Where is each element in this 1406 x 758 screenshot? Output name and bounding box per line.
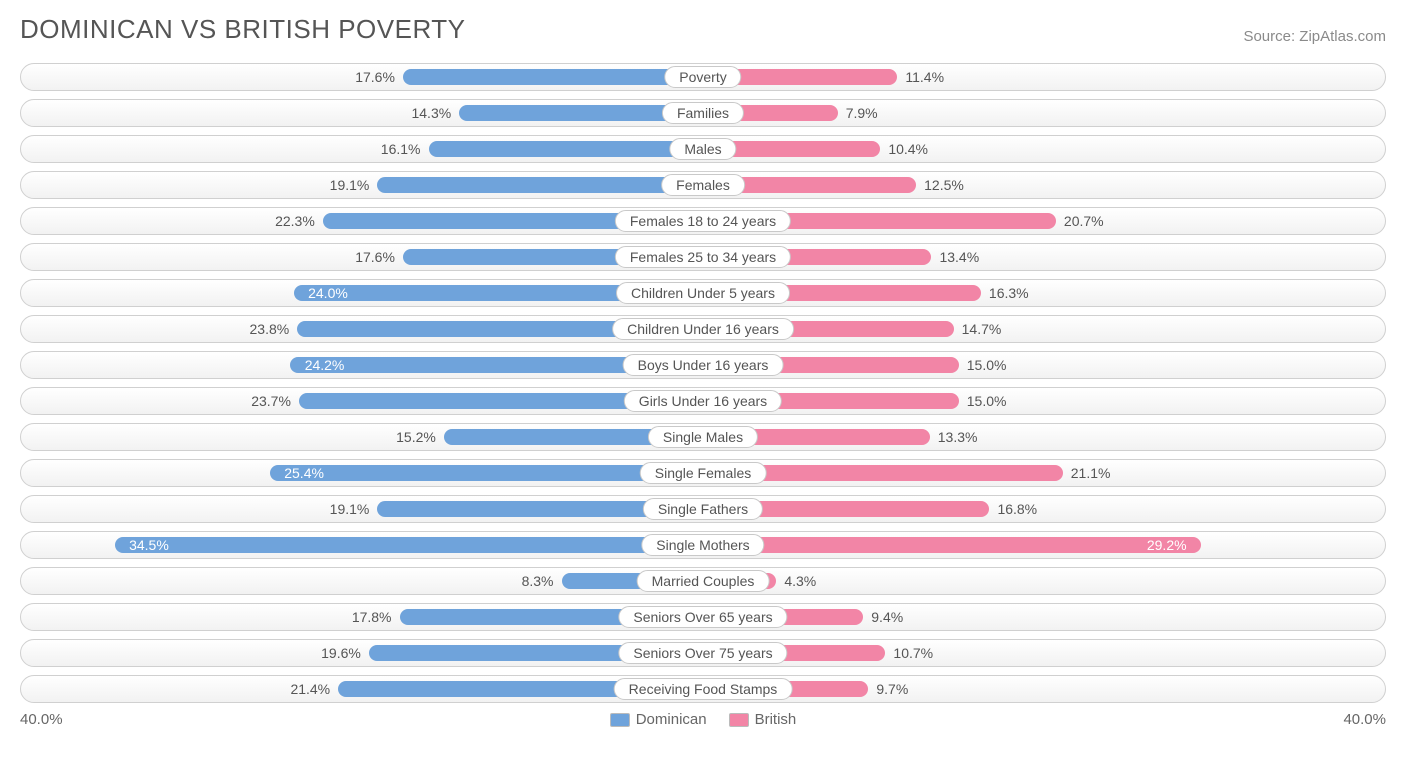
source-attribution: Source: ZipAtlas.com — [1243, 28, 1386, 45]
value-label-left: 19.1% — [330, 177, 370, 193]
value-label-left: 24.0% — [308, 285, 348, 301]
value-label-left: 17.8% — [352, 609, 392, 625]
legend-swatch-left — [610, 713, 630, 727]
category-badge: Females — [661, 174, 745, 196]
axis-right-max: 40.0% — [1343, 711, 1386, 728]
chart-row: 21.4% 9.7% Receiving Food Stamps — [20, 675, 1386, 703]
category-badge: Children Under 16 years — [612, 318, 794, 340]
category-badge: Males — [669, 138, 736, 160]
chart-row: 23.8% 14.7% Children Under 16 years — [20, 315, 1386, 343]
category-badge: Married Couples — [637, 570, 770, 592]
category-badge: Single Mothers — [641, 534, 764, 556]
chart-row: 19.1% 12.5% Females — [20, 171, 1386, 199]
category-badge: Single Females — [640, 462, 767, 484]
value-label-left: 8.3% — [522, 573, 554, 589]
chart-row: 16.1% 10.4% Males — [20, 135, 1386, 163]
category-badge: Single Fathers — [643, 498, 763, 520]
header: DOMINICAN VS BRITISH POVERTY Source: Zip… — [20, 14, 1386, 45]
value-label-right: 13.3% — [938, 429, 978, 445]
value-label-left: 17.6% — [355, 249, 395, 265]
legend-item-right: British — [729, 711, 797, 728]
value-label-right: 10.7% — [893, 645, 933, 661]
category-badge: Boys Under 16 years — [623, 354, 784, 376]
value-label-left: 34.5% — [129, 537, 169, 553]
value-label-left: 15.2% — [396, 429, 436, 445]
legend: Dominican British — [610, 711, 797, 728]
chart-row: 25.4% 21.1% Single Females — [20, 459, 1386, 487]
category-badge: Poverty — [664, 66, 741, 88]
category-badge: Seniors Over 65 years — [618, 606, 787, 628]
chart-area: 17.6%11.4%Poverty14.3%7.9%Families16.1%1… — [20, 63, 1386, 703]
value-label-right: 15.0% — [967, 393, 1007, 409]
axis-legend-row: 40.0% Dominican British 40.0% — [20, 711, 1386, 728]
chart-row: 17.6% 13.4% Females 25 to 34 years — [20, 243, 1386, 271]
value-label-left: 14.3% — [411, 105, 451, 121]
chart-row: 24.0% 16.3% Children Under 5 years — [20, 279, 1386, 307]
value-label-left: 19.6% — [321, 645, 361, 661]
chart-row: 34.5% 29.2% Single Mothers — [20, 531, 1386, 559]
value-label-left: 25.4% — [284, 465, 324, 481]
value-label-left: 22.3% — [275, 213, 315, 229]
value-label-right: 21.1% — [1071, 465, 1111, 481]
value-label-left: 16.1% — [381, 141, 421, 157]
chart-row: 23.7% 15.0% Girls Under 16 years — [20, 387, 1386, 415]
chart-row: 14.3% 7.9% Families — [20, 99, 1386, 127]
bar-left — [429, 141, 704, 157]
bar-left — [403, 69, 703, 85]
bar-left — [377, 177, 703, 193]
value-label-right: 14.7% — [962, 321, 1002, 337]
value-label-right: 7.9% — [846, 105, 878, 121]
bar-left — [270, 465, 703, 481]
value-label-right: 15.0% — [967, 357, 1007, 373]
chart-row: 24.2% 15.0% Boys Under 16 years — [20, 351, 1386, 379]
category-badge: Receiving Food Stamps — [614, 678, 793, 700]
legend-item-left: Dominican — [610, 711, 707, 728]
value-label-left: 23.8% — [250, 321, 290, 337]
category-badge: Females 18 to 24 years — [615, 210, 791, 232]
chart-row: 8.3% 4.3% Married Couples — [20, 567, 1386, 595]
value-label-right: 9.4% — [871, 609, 903, 625]
legend-label-right: British — [755, 711, 797, 728]
category-badge: Children Under 5 years — [616, 282, 790, 304]
chart-row: 17.6% 11.4% Poverty — [20, 63, 1386, 91]
value-label-right: 16.3% — [989, 285, 1029, 301]
value-label-right: 4.3% — [784, 573, 816, 589]
legend-label-left: Dominican — [636, 711, 707, 728]
chart-title: DOMINICAN VS BRITISH POVERTY — [20, 14, 465, 45]
chart-row: 19.6% 10.7% Seniors Over 75 years — [20, 639, 1386, 667]
value-label-right: 12.5% — [924, 177, 964, 193]
category-badge: Girls Under 16 years — [624, 390, 782, 412]
value-label-right: 11.4% — [905, 69, 944, 85]
value-label-right: 9.7% — [876, 681, 908, 697]
chart-row: 22.3% 20.7% Females 18 to 24 years — [20, 207, 1386, 235]
chart-row: 15.2% 13.3% Single Males — [20, 423, 1386, 451]
value-label-right: 29.2% — [1147, 537, 1187, 553]
value-label-left: 24.2% — [305, 357, 345, 373]
category-badge: Seniors Over 75 years — [618, 642, 787, 664]
category-badge: Single Males — [648, 426, 758, 448]
value-label-left: 21.4% — [290, 681, 330, 697]
chart-row: 17.8% 9.4% Seniors Over 65 years — [20, 603, 1386, 631]
bar-right — [703, 537, 1201, 553]
axis-left-max: 40.0% — [20, 711, 63, 728]
value-label-right: 13.4% — [939, 249, 979, 265]
category-badge: Families — [662, 102, 744, 124]
value-label-left: 17.6% — [355, 69, 395, 85]
value-label-right: 10.4% — [888, 141, 928, 157]
value-label-right: 16.8% — [997, 501, 1037, 517]
value-label-left: 23.7% — [251, 393, 291, 409]
chart-row: 19.1% 16.8% Single Fathers — [20, 495, 1386, 523]
legend-swatch-right — [729, 713, 749, 727]
category-badge: Females 25 to 34 years — [615, 246, 791, 268]
bar-left — [115, 537, 703, 553]
value-label-left: 19.1% — [330, 501, 370, 517]
value-label-right: 20.7% — [1064, 213, 1104, 229]
